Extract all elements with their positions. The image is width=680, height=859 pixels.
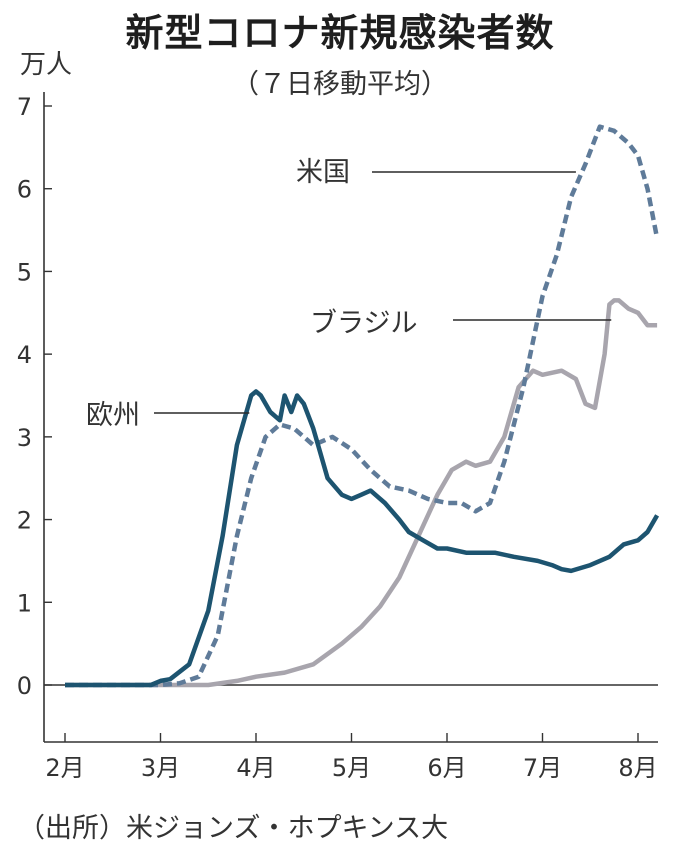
y-tick-label: 7 [17, 93, 32, 121]
series-label-europe: 欧州 [86, 400, 140, 431]
y-tick-label: 6 [17, 176, 32, 204]
y-tick-label: 2 [17, 507, 32, 535]
x-tick-label: 7月 [523, 754, 562, 782]
series-line-usa [65, 124, 660, 688]
y-tick-label: 3 [17, 424, 32, 452]
x-tick-label: 6月 [427, 754, 466, 782]
series-line-europe [65, 389, 660, 688]
chart-subtitle: （７日移動平均） [232, 69, 448, 100]
y-tick-label: 0 [17, 672, 32, 700]
y-axis-unit-label: 万人 [20, 50, 73, 80]
x-tick-label: 4月 [236, 754, 275, 782]
x-tick-label: 3月 [141, 754, 180, 782]
y-tick-label: 4 [17, 341, 32, 369]
x-tick-label: 2月 [45, 754, 84, 782]
series-layer [65, 124, 660, 688]
series-label-brazil: ブラジル [310, 308, 417, 339]
y-tick-label: 1 [17, 589, 32, 617]
series-label-usa: 米国 [296, 157, 350, 188]
series-line-brazil [65, 298, 658, 688]
x-tick-label: 5月 [332, 754, 371, 782]
x-tick-label: 8月 [618, 754, 657, 782]
source-note: （出所）米ジョンズ・ホプキンス大 [18, 813, 449, 844]
y-tick-label: 5 [17, 258, 32, 286]
x-axis: 2月 3月 4月 5月 6月 7月 8月 [44, 684, 658, 782]
y-axis: 0 1 2 3 4 5 6 7 [17, 92, 52, 742]
chart-title: 新型コロナ新規感染者数 [125, 11, 555, 55]
